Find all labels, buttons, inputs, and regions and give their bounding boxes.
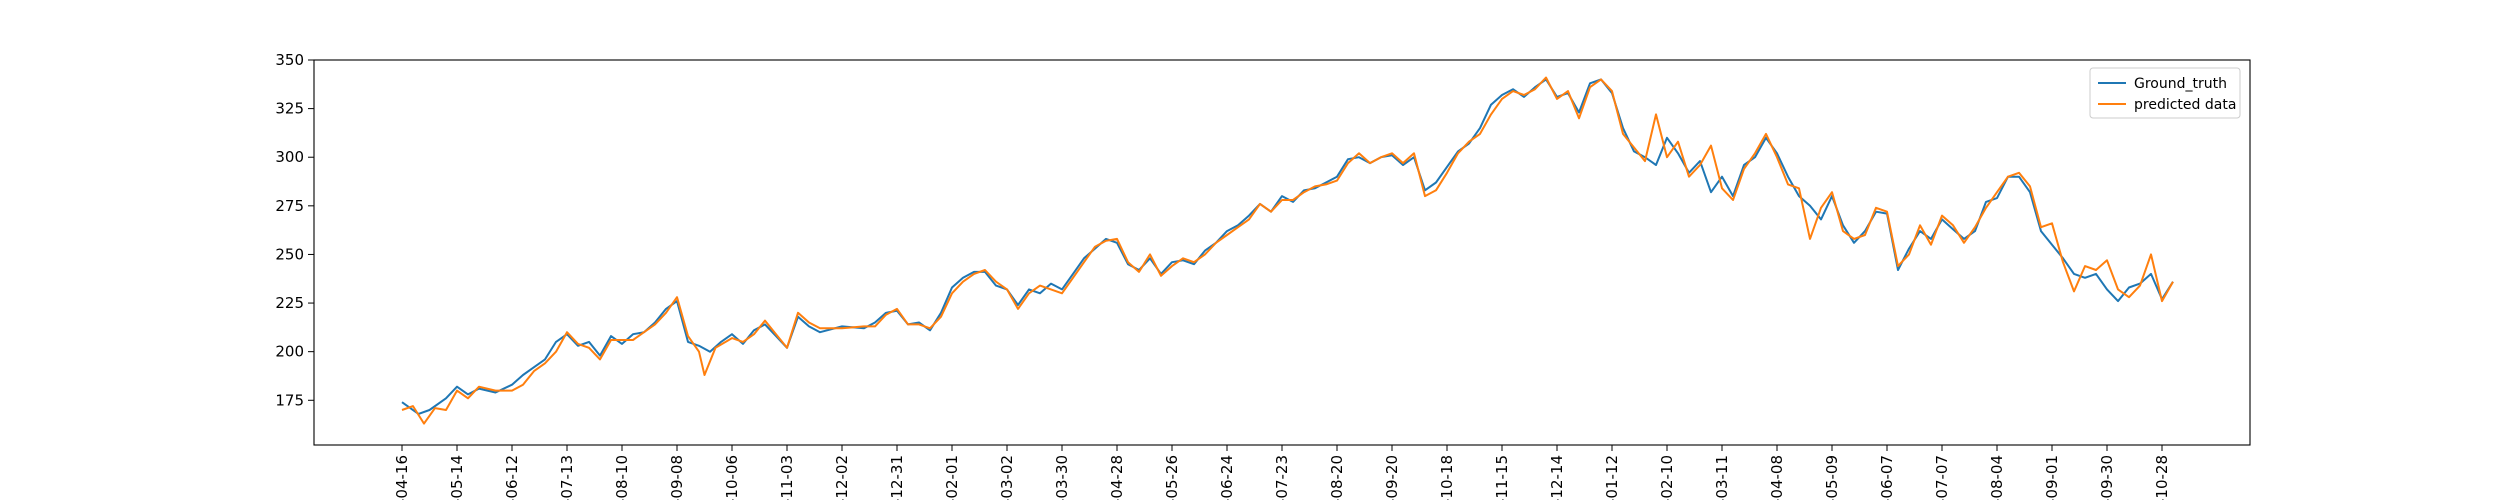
x-tick-label: -12-02 [833,455,851,500]
x-tick-label: -09-01 [2043,455,2061,500]
y-tick-label: 325 [275,100,304,118]
x-tick-label: -09-20 [1383,455,1401,500]
x-tick-label: -04-16 [393,455,411,500]
x-tick-label: -03-11 [1713,455,1731,500]
legend-label: predicted data [2134,97,2236,113]
x-tick-label: -02-10 [1658,455,1676,500]
x-tick-label: -06-24 [1218,455,1236,500]
x-tick-label: -11-15 [1493,455,1511,500]
y-tick-label: 175 [275,391,304,409]
x-tick-label: -05-26 [1163,455,1181,500]
x-tick-label: -08-04 [1988,455,2006,500]
x-tick-label: -12-31 [888,455,906,500]
x-tick-label: -06-12 [503,455,521,500]
x-tick-label: -05-09 [1823,455,1841,500]
x-tick-label: -07-13 [558,455,576,500]
y-tick-label: 300 [275,148,304,166]
x-tick-label: -08-10 [613,455,631,500]
x-tick-label: -12-14 [1548,455,1566,500]
x-tick-label: -11-03 [778,455,796,500]
x-tick-label: -03-30 [1053,455,1071,500]
series-line-predicted-data [401,76,2174,425]
x-tick-label: -10-28 [2153,455,2171,500]
y-axis: 175 200 225 250 275 300 325 350 [275,51,314,409]
series-layer [401,76,2174,425]
y-tick-label: 250 [275,245,304,263]
y-tick-label: 275 [275,197,304,215]
x-tick-label: -09-08 [668,455,686,500]
x-axis: -04-16 -05-14 -06-12 -07-13 -08-10 -09-08 -10-… [393,445,2171,504]
x-tick-label: -09-30 [2098,455,2116,500]
x-tick-label: -03-02 [998,455,1016,500]
legend: Ground_truth predicted data [2089,67,2241,119]
x-tick-label: -02-01 [943,455,961,500]
x-tick-label: -01-12 [1603,455,1621,500]
x-tick-label: -10-18 [1438,455,1456,500]
y-tick-label: 200 [275,343,304,361]
x-tick-label: -04-28 [1108,455,1126,500]
x-tick-label: -04-08 [1768,455,1786,500]
legend-box [2089,67,2241,119]
x-tick-label: -07-07 [1933,455,1951,500]
y-tick-label: 225 [275,294,304,312]
x-tick-label: -07-23 [1273,455,1291,500]
x-tick-label: -10-06 [723,455,741,500]
x-tick-label: -05-14 [448,455,466,500]
legend-label: Ground_truth [2134,76,2227,92]
x-tick-label: -06-07 [1878,455,1896,500]
y-tick-label: 350 [275,51,304,69]
x-tick-label: -08-20 [1328,455,1346,500]
